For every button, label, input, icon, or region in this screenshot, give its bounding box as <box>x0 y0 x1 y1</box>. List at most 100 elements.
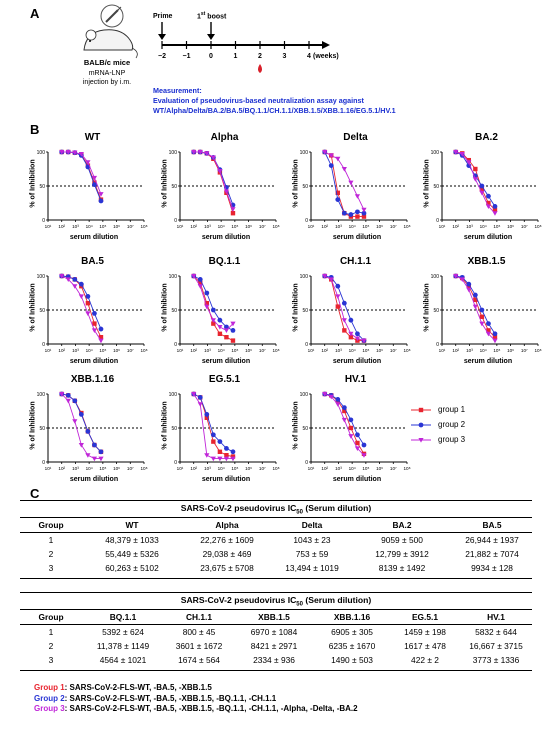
data-point <box>91 175 98 181</box>
data-point <box>197 150 203 155</box>
x-tick-label: 10³ <box>204 224 211 229</box>
y-tick-label: 50 <box>39 184 45 190</box>
y-tick-label: 50 <box>39 426 45 432</box>
chart-title: EG.5.1 <box>208 374 241 385</box>
measurement-line-1: Evaluation of pseudovirus-based neutrali… <box>153 96 364 105</box>
x-tick-label: 10⁴ <box>86 224 93 229</box>
data-point <box>204 412 210 417</box>
data-point <box>361 453 367 458</box>
group-note-label: Group 2 <box>34 693 65 703</box>
table-cell: 1674 ± 564 <box>178 655 220 665</box>
x-tick-label: 10⁴ <box>86 348 93 353</box>
x-tick-label: 10⁴ <box>218 348 225 353</box>
chart-title: XBB.1.16 <box>70 374 115 385</box>
data-point <box>335 190 341 195</box>
x-tick-label: 10⁵ <box>362 224 369 229</box>
x-tick-label: 10⁷ <box>390 466 397 471</box>
table-2-title: SARS-CoV-2 pseudovirus IC50 (Serum dilut… <box>180 595 372 608</box>
data-point <box>98 456 104 462</box>
x-tick-label: 10¹ <box>308 348 315 353</box>
x-tick-label: 10¹ <box>177 224 184 229</box>
measurement-title: Measurement: <box>153 86 202 95</box>
table-row: 2 55,449 ± 5326 29,038 ± 469 753 ± 59 12,799… <box>20 547 532 561</box>
data-point <box>217 169 223 174</box>
x-tick-label: 10⁷ <box>521 348 528 353</box>
y-tick-label: 100 <box>37 274 46 280</box>
mouse-syringe-illustration <box>83 4 138 59</box>
x-tick-label: 10⁵ <box>231 348 238 353</box>
data-point <box>92 311 97 316</box>
x-tick-label: 10⁴ <box>480 348 487 353</box>
data-point <box>230 454 236 459</box>
data-point <box>335 304 341 309</box>
y-tick-label: 50 <box>171 426 177 432</box>
data-point <box>361 214 367 219</box>
chart-title: HV.1 <box>344 374 367 385</box>
data-point <box>204 301 210 306</box>
data-point <box>341 210 347 216</box>
x-tick-label: 10³ <box>466 348 473 353</box>
timeline-tick-label: 0 <box>209 53 213 60</box>
neutralization-chart: HV.1% of Inhibition serum dilution 0 50 100 1… <box>283 370 411 488</box>
data-point <box>98 198 104 204</box>
x-tick-label: 10² <box>452 224 459 229</box>
data-point <box>354 194 361 199</box>
y-tick-label: 0 <box>42 218 45 224</box>
panel-c-letter: C <box>30 486 40 501</box>
neutralization-chart: Alpha% of Inhibition serum dilution 0 50 100… <box>152 128 280 246</box>
x-tick-label: 10¹ <box>45 224 52 229</box>
table-cell: 1459 ± 198 <box>404 627 446 637</box>
data-point <box>473 297 478 302</box>
data-point <box>85 453 91 458</box>
group-note: Group 1: SARS-CoV-2-FLS-WT, -BA.5, -XBB.… <box>34 683 358 694</box>
data-point <box>492 338 498 344</box>
panel-b-letter: B <box>30 122 40 137</box>
x-tick-label: 10³ <box>72 466 79 471</box>
data-point <box>485 204 492 209</box>
data-point <box>348 335 354 340</box>
x-tick-label: 10³ <box>72 224 79 229</box>
chart-x-axis-title: serum dilution <box>332 358 382 365</box>
legend-marker-icon <box>411 407 431 412</box>
timeline-tick-label: −1 <box>182 53 191 60</box>
chart-title: XBB.1.5 <box>467 256 506 267</box>
x-tick-label: 10⁵ <box>99 348 106 353</box>
data-point <box>197 284 203 289</box>
blood-drop-icon <box>258 64 262 73</box>
chart-plot-area: 0 50 100 10¹ 10² 10³ 10⁴ 10⁵ 10⁶ 10⁷ 10⁸ <box>300 273 411 353</box>
x-tick-label: 10⁸ <box>272 348 279 353</box>
y-tick-label: 50 <box>302 426 308 432</box>
data-point <box>355 331 360 337</box>
x-tick-label: 10⁸ <box>534 348 541 353</box>
table-header-cell: Alpha <box>215 520 239 530</box>
data-point <box>91 328 98 333</box>
series-fit-line <box>61 151 102 195</box>
table-cell: 1490 ± 503 <box>331 655 373 665</box>
x-tick-label: 10⁴ <box>86 466 93 471</box>
y-tick-label: 0 <box>305 218 308 224</box>
x-tick-label: 10³ <box>335 348 342 353</box>
chart-x-axis-title: serum dilution <box>332 476 382 483</box>
x-tick-label: 10³ <box>466 224 473 229</box>
ic50-table-2: Group BQ.1.1 CH.1.1 XBB.1.5 XBB.1.16 EG.5.1 HV… <box>20 610 532 667</box>
chart-title: CH.1.1 <box>339 256 372 267</box>
data-point <box>72 284 78 289</box>
data-point <box>78 294 84 299</box>
chart-title: BQ.1.1 <box>208 256 241 267</box>
data-point <box>65 150 71 155</box>
data-point <box>230 328 236 333</box>
table-row: 1 48,379 ± 1033 22,276 ± 1609 1043 ± 23 9059… <box>20 533 532 548</box>
data-point <box>348 212 354 217</box>
table-cell: 22,276 ± 1609 <box>200 535 254 545</box>
data-point <box>479 183 485 189</box>
y-tick-label: 0 <box>174 218 177 224</box>
data-point <box>361 442 367 448</box>
chart-x-axis-title: serum dilution <box>69 476 119 483</box>
table-header-cell: BQ.1.1 <box>109 612 137 622</box>
data-point <box>78 281 84 287</box>
table-cell: 422 ± 2 <box>411 655 439 665</box>
x-tick-label: 10⁸ <box>534 224 541 229</box>
data-point <box>479 314 485 319</box>
data-point <box>204 304 210 310</box>
data-point <box>466 160 472 165</box>
